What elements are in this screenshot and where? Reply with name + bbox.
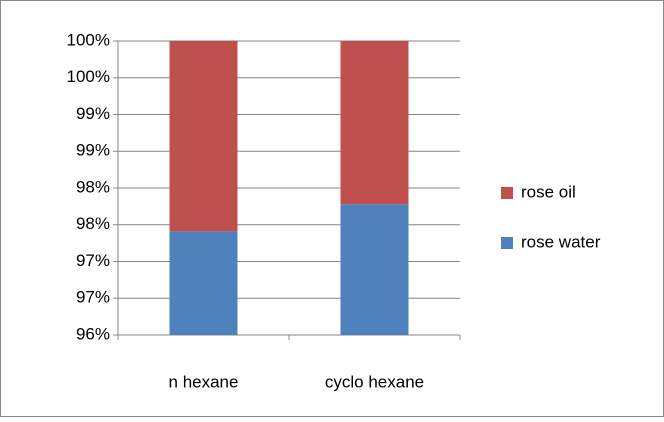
y-tick-label: 99%	[76, 104, 110, 123]
bar-segment	[169, 231, 238, 335]
legend-label: rose oil	[521, 182, 576, 201]
y-tick-label: 98%	[76, 214, 110, 233]
bar-segment	[340, 41, 409, 205]
x-tick-label: n hexane	[169, 372, 239, 391]
x-tick-label: cyclo hexane	[325, 372, 424, 391]
y-tick-label: 100%	[67, 67, 110, 86]
y-tick-label: 100%	[67, 30, 110, 49]
legend-label: rose water	[521, 232, 601, 251]
legend-swatch	[501, 187, 513, 199]
y-tick-label: 97%	[76, 251, 110, 270]
y-tick-label: 98%	[76, 177, 110, 196]
bar-segment	[169, 41, 238, 232]
legend-swatch	[501, 237, 513, 249]
y-tick-label: 99%	[76, 141, 110, 160]
y-tick-label: 97%	[76, 288, 110, 307]
bar-segment	[340, 204, 409, 335]
y-tick-label: 96%	[76, 324, 110, 343]
